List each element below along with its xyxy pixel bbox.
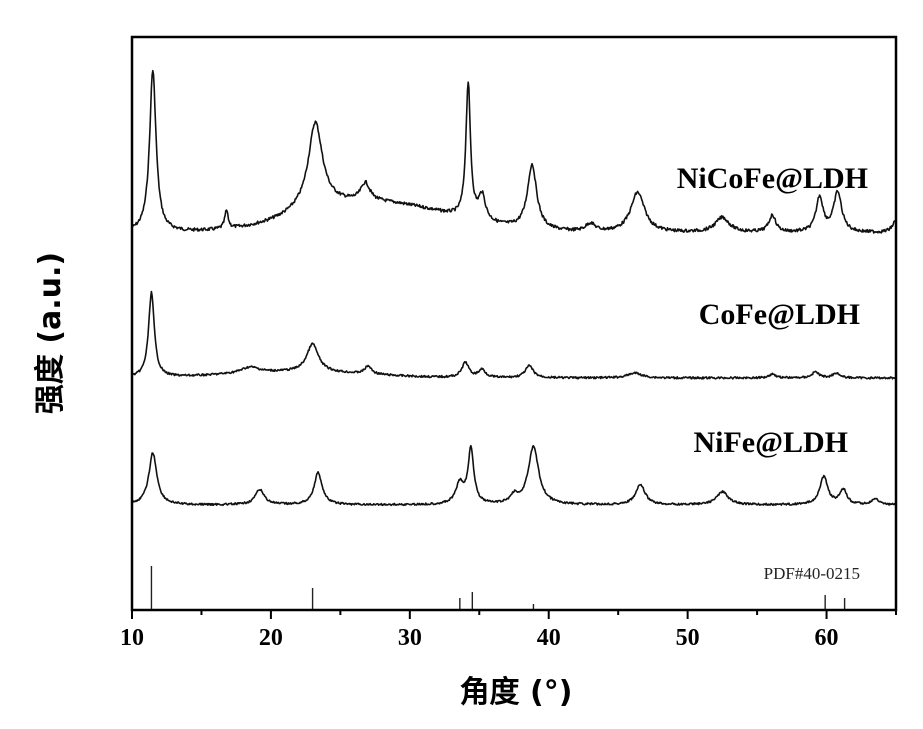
series-label-nicofe: NiCoFe@LDH bbox=[677, 162, 868, 195]
x-tick-label: 40 bbox=[537, 625, 561, 651]
nicofe-pattern bbox=[132, 71, 896, 233]
x-tick-label: 60 bbox=[815, 625, 839, 651]
x-tick-label: 10 bbox=[120, 625, 144, 651]
series-label-cofe: CoFe@LDH bbox=[699, 298, 860, 331]
x-tick-label: 20 bbox=[259, 625, 283, 651]
y-axis-title: 强度 (a.u.) bbox=[33, 252, 68, 414]
reference-label: PDF#40-0215 bbox=[764, 564, 860, 583]
x-axis-ticks: 10 20 30 40 50 60 bbox=[120, 610, 896, 651]
reference-lines bbox=[151, 566, 844, 610]
x-axis-title: 角度 (°) bbox=[460, 675, 573, 710]
x-tick-label: 30 bbox=[398, 625, 422, 651]
x-tick-label: 50 bbox=[676, 625, 700, 651]
series-label-nife: NiFe@LDH bbox=[693, 426, 848, 459]
